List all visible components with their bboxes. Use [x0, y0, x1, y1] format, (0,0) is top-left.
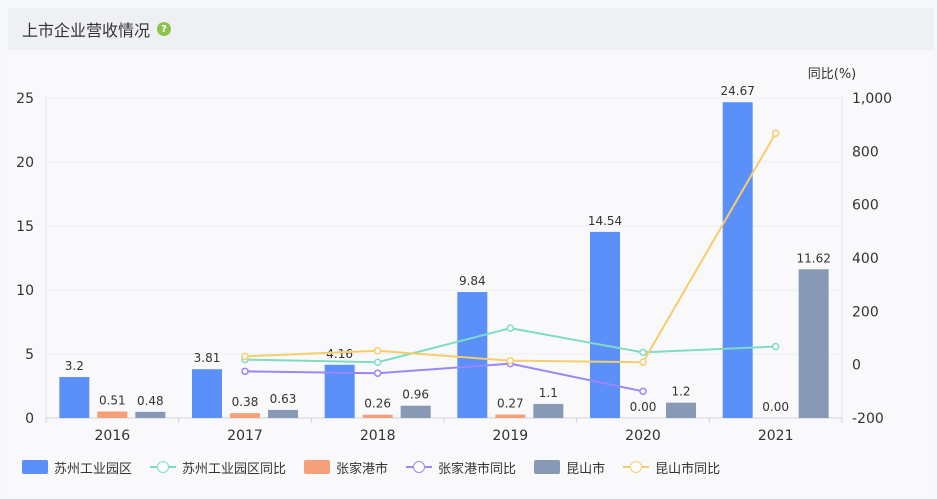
legend-label: 昆山市同比 — [655, 461, 721, 477]
y-left-tick-label: 10 — [16, 283, 34, 299]
line-point — [373, 358, 382, 367]
bar-data-label: 0.48 — [137, 394, 164, 408]
bar-data-label: 0.00 — [762, 400, 789, 414]
legend-item[interactable]: 张家港市 — [304, 458, 388, 477]
bar — [722, 102, 753, 418]
bar — [666, 402, 696, 418]
line-point — [506, 356, 515, 365]
bar-data-label: 0.27 — [497, 397, 524, 411]
y-left-tick-label: 0 — [25, 411, 34, 427]
bar-data-label: 24.67 — [720, 84, 754, 98]
legend-item[interactable]: 苏州工业园区同比 — [150, 458, 286, 477]
bar-data-label: 9.84 — [459, 274, 486, 288]
legend-swatch — [534, 460, 561, 474]
line-point — [639, 358, 647, 367]
x-tick-label: 2020 — [625, 428, 661, 444]
x-tick-label: 2017 — [227, 428, 263, 444]
bar — [97, 411, 128, 418]
bar — [400, 405, 431, 418]
bar-data-label: 0.63 — [270, 392, 297, 406]
series-line — [244, 362, 644, 393]
y-right-axis-label: 同比(%) — [808, 67, 857, 82]
line-point — [241, 352, 249, 361]
y-right-tick-label: 200 — [852, 304, 879, 320]
bar — [59, 377, 90, 418]
question-mark-icon[interactable]: ? — [157, 22, 172, 36]
y-right-tick-label: 800 — [852, 144, 879, 160]
x-tick-label: 2016 — [95, 428, 131, 444]
line-point — [373, 369, 382, 377]
legend-label: 苏州工业园区 — [54, 461, 133, 477]
legend-item[interactable]: 张家港市同比 — [406, 458, 516, 477]
bar-data-label: 1.1 — [539, 386, 558, 400]
legend-label: 苏州工业园区同比 — [182, 461, 287, 477]
bar — [362, 414, 393, 418]
bar-data-label: 0.38 — [232, 395, 259, 409]
bar-data-label: 4.16 — [326, 347, 353, 361]
bar — [798, 269, 829, 418]
legend-item[interactable]: 昆山市同比 — [623, 458, 720, 477]
legend-swatch — [406, 460, 433, 474]
bar — [268, 409, 298, 418]
line-point — [506, 324, 515, 332]
bar — [192, 369, 222, 418]
bar-data-label: 0.26 — [364, 397, 391, 411]
bar-data-label: 14.54 — [588, 214, 622, 228]
y-left-tick-label: 5 — [25, 347, 34, 363]
bar-data-label: 0.00 — [630, 400, 657, 414]
panel-title: 上市企业营收情况 — [22, 21, 151, 40]
bar — [230, 413, 260, 418]
legend-item[interactable]: 昆山市 — [534, 458, 605, 477]
y-right-tick-label: 600 — [852, 198, 879, 214]
line-point — [639, 348, 647, 357]
bar — [457, 292, 488, 418]
legend-swatch — [304, 460, 331, 474]
y-right-tick-label: -200 — [852, 411, 884, 427]
bar-data-label: 0.51 — [99, 393, 126, 407]
line-point — [241, 367, 249, 376]
legend-item[interactable]: 苏州工业园区 — [22, 458, 132, 477]
bar — [533, 403, 564, 418]
y-right-tick-label: 0 — [852, 358, 861, 374]
legend-label: 昆山市 — [566, 461, 606, 477]
line-point — [373, 347, 382, 355]
bar-data-label: 11.62 — [796, 251, 830, 265]
bar-data-label: 0.96 — [402, 388, 429, 402]
legend-label: 张家港市 — [336, 461, 389, 477]
bar-data-label: 1.2 — [671, 385, 690, 399]
x-tick-label: 2019 — [493, 428, 529, 444]
bar — [495, 414, 526, 418]
legend-swatch — [22, 460, 48, 474]
line-point — [771, 129, 780, 137]
bar — [135, 411, 166, 418]
y-left-tick-label: 20 — [16, 155, 34, 171]
y-right-tick-label: 1,000 — [852, 91, 892, 107]
legend-swatch — [623, 460, 650, 474]
legend-swatch — [150, 460, 177, 474]
legend-label: 张家港市同比 — [438, 461, 517, 477]
bar-data-label: 3.2 — [65, 359, 84, 373]
bar-data-label: 3.81 — [194, 351, 221, 365]
x-tick-label: 2021 — [758, 428, 794, 444]
line-point — [639, 387, 647, 396]
y-left-tick-label: 15 — [16, 219, 34, 235]
bar — [590, 231, 620, 418]
line-point — [771, 342, 780, 351]
chart-legend: 苏州工业园区 苏州工业园区同比 张家港市 张家港市同比 昆山市 昆山市同比 — [22, 456, 738, 478]
x-tick-label: 2018 — [360, 428, 396, 444]
y-right-tick-label: 400 — [852, 251, 879, 267]
panel-header: 上市企业营收情况 ? — [8, 8, 934, 50]
y-left-tick-label: 25 — [16, 91, 34, 107]
